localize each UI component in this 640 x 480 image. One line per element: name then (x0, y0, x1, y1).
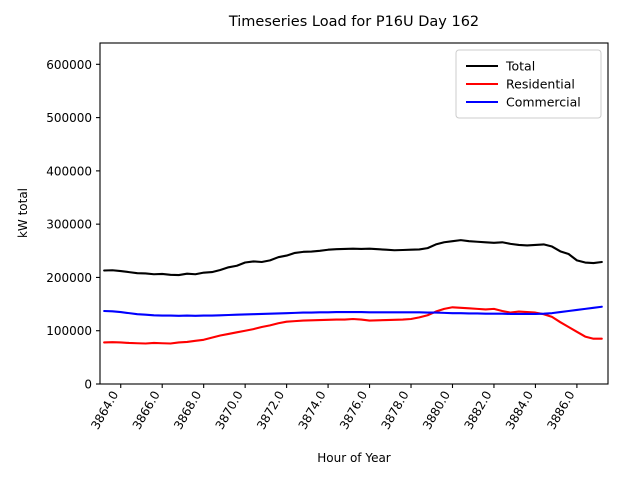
series-line-commercial (103, 305, 603, 317)
x-axis-label: Hour of Year (317, 451, 391, 465)
x-tick-label: 3878.0 (378, 389, 411, 432)
series-line-total (103, 239, 603, 277)
x-tick-label: 3882.0 (461, 389, 494, 432)
y-tick-label: 300000 (46, 218, 92, 232)
x-tick-label: 3876.0 (337, 389, 370, 432)
x-tick-label: 3870.0 (213, 389, 246, 432)
x-tick-label: 3864.0 (88, 389, 121, 432)
x-tick-label: 3884.0 (503, 389, 536, 432)
chart-title: Timeseries Load for P16U Day 162 (228, 14, 479, 30)
y-tick-label: 100000 (46, 324, 92, 338)
x-axis-ticks: 3864.0 3866.0 3868.0 3870.0 3872.0 3874.0 3876… (88, 384, 577, 432)
chart-legend[interactable]: Total Residential Commercial (455, 49, 602, 119)
x-tick-label: 3880.0 (420, 389, 453, 432)
x-tick-label: 3872.0 (254, 389, 287, 432)
x-tick-label: 3868.0 (171, 389, 204, 432)
x-tick-label: 3866.0 (130, 389, 163, 432)
legend-label-commercial[interactable]: Commercial (506, 95, 581, 110)
x-tick-label: 3874.0 (296, 389, 329, 432)
y-tick-label: 500000 (46, 111, 92, 125)
y-tick-label: 400000 (46, 164, 92, 178)
y-axis-label: kW total (16, 188, 30, 238)
legend-label-residential[interactable]: Residential (506, 77, 575, 92)
series-line-residential (103, 306, 603, 345)
y-tick-label: 200000 (46, 271, 92, 285)
y-tick-label: 0 (84, 378, 92, 392)
y-tick-label: 600000 (46, 58, 92, 72)
data-series-group (103, 239, 603, 345)
legend-label-total[interactable]: Total (505, 59, 535, 74)
x-tick-label: 3886.0 (544, 389, 577, 432)
plot-frame (99, 42, 609, 385)
y-axis-ticks: 0 100000 200000 300000 400000 500000 600000 (46, 58, 100, 392)
